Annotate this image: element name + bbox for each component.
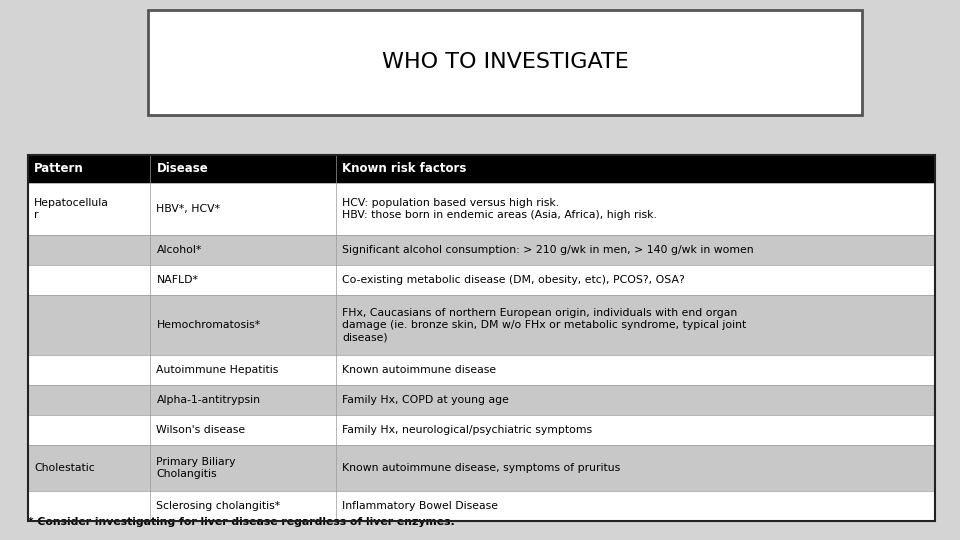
Text: Pattern: Pattern [34, 163, 84, 176]
Bar [28, 445, 935, 491]
Text: Hemochromatosis*: Hemochromatosis* [156, 320, 260, 330]
Text: WHO TO INVESTIGATE: WHO TO INVESTIGATE [382, 52, 629, 72]
Text: Family Hx, neurological/psychiatric symptoms: Family Hx, neurological/psychiatric symp… [343, 425, 592, 435]
Bar [148, 10, 862, 115]
Text: NAFLD*: NAFLD* [156, 275, 199, 285]
Text: Cholestatic: Cholestatic [34, 463, 95, 473]
Text: Family Hx, COPD at young age: Family Hx, COPD at young age [343, 395, 509, 405]
Text: Autoimmune Hepatitis: Autoimmune Hepatitis [156, 365, 278, 375]
Text: Inflammatory Bowel Disease: Inflammatory Bowel Disease [343, 501, 498, 511]
Bar [28, 155, 935, 183]
Text: Known risk factors: Known risk factors [343, 163, 467, 176]
Text: Known autoimmune disease: Known autoimmune disease [343, 365, 496, 375]
Bar [28, 415, 935, 445]
Text: * Consider investigating for liver disease regardless of liver enzymes.: * Consider investigating for liver disea… [28, 517, 455, 527]
Text: Significant alcohol consumption: > 210 g/wk in men, > 140 g/wk in women: Significant alcohol consumption: > 210 g… [343, 245, 754, 255]
Bar [28, 155, 935, 521]
Bar [28, 183, 935, 235]
Text: Hepatocellula
r: Hepatocellula r [34, 198, 108, 220]
Text: HBV*, HCV*: HBV*, HCV* [156, 204, 221, 214]
Bar [28, 235, 935, 265]
Text: HCV: population based versus high risk.
HBV: those born in endemic areas (Asia, : HCV: population based versus high risk. … [343, 198, 658, 220]
Text: Co-existing metabolic disease (DM, obesity, etc), PCOS?, OSA?: Co-existing metabolic disease (DM, obesi… [343, 275, 685, 285]
Bar [28, 355, 935, 385]
Bar [28, 385, 935, 415]
Bar [28, 491, 935, 521]
Text: Disease: Disease [156, 163, 208, 176]
Text: Known autoimmune disease, symptoms of pruritus: Known autoimmune disease, symptoms of pr… [343, 463, 620, 473]
Bar [28, 265, 935, 295]
Text: Sclerosing cholangitis*: Sclerosing cholangitis* [156, 501, 280, 511]
Text: Primary Biliary
Cholangitis: Primary Biliary Cholangitis [156, 457, 236, 479]
Text: Wilson's disease: Wilson's disease [156, 425, 246, 435]
Bar [28, 295, 935, 355]
Text: FHx, Caucasians of northern European origin, individuals with end organ
damage (: FHx, Caucasians of northern European ori… [343, 308, 747, 342]
Text: Alpha-1-antitrypsin: Alpha-1-antitrypsin [156, 395, 260, 405]
Text: Alcohol*: Alcohol* [156, 245, 202, 255]
